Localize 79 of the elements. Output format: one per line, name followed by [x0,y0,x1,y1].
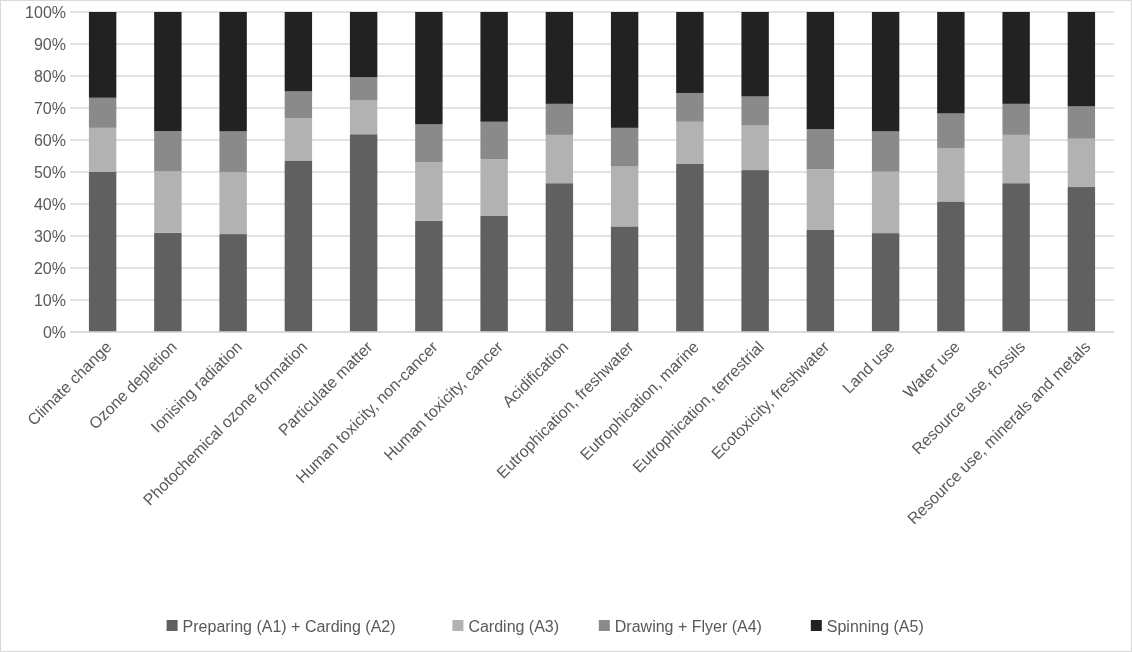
bar [545,183,574,332]
bar [154,232,182,332]
bar [88,97,117,128]
bar [610,12,639,128]
bar [806,12,835,130]
bar [349,12,378,78]
bar [937,148,965,202]
y-tick-label: 60% [33,131,66,149]
bar [480,121,508,160]
bar [284,12,313,92]
bar [349,134,378,332]
bar [1002,134,1030,184]
bar [88,127,117,172]
bar [415,162,443,221]
bar [88,12,117,98]
y-tick-label: 90% [33,35,66,53]
bar [284,160,313,332]
bar [806,229,835,332]
y-tick-label: 70% [33,99,66,117]
bar [676,12,704,93]
bar [480,159,508,216]
bar [741,96,769,126]
bar [676,164,704,332]
bar [741,12,769,97]
bar [154,131,182,172]
bar [676,121,704,164]
legend-label: Preparing (A1) + Carding (A2) [182,617,396,635]
bar [610,127,639,167]
bar [741,170,769,332]
bar [806,169,835,230]
bar [1002,12,1030,104]
bar [545,134,574,184]
bar [610,226,639,332]
bar [937,12,965,114]
y-tick-label: 50% [33,163,66,181]
y-tick-label: 80% [33,67,66,85]
bar [871,131,900,172]
bar [415,220,443,332]
bar [349,100,378,135]
bar [88,172,117,332]
bar [1067,138,1096,188]
bar [545,12,574,104]
y-tick-label: 30% [33,227,66,245]
bar [1067,187,1096,332]
bar [545,103,574,135]
legend-label: Carding (A3) [468,617,560,635]
bar [1002,103,1030,135]
bar [219,12,247,132]
bar [480,12,508,122]
bar [480,215,508,332]
bar [871,171,900,234]
bar [349,77,378,100]
bar [284,91,313,119]
bar [937,113,965,149]
y-tick-label: 40% [33,195,66,213]
bar [610,166,639,227]
y-tick-label: 100% [25,3,66,21]
bar [806,129,835,170]
bar [741,125,769,171]
bar [871,233,900,332]
bar [154,171,182,233]
bar [154,12,182,132]
bar [937,201,965,332]
y-tick-label: 10% [33,291,66,309]
bar [871,12,900,132]
bar [1067,12,1096,107]
bar [415,124,443,163]
bar [1067,106,1096,139]
y-tick-label: 0% [42,323,66,341]
legend-label: Drawing + Flyer (A4) [614,617,762,635]
bar [219,131,247,172]
legend-label: Spinning (A5) [826,617,924,635]
bar [219,234,247,332]
bar [284,118,313,161]
bar [1002,183,1030,332]
bar [219,172,247,235]
y-tick-label: 20% [33,259,66,277]
bar [676,92,704,122]
bar [415,12,443,125]
